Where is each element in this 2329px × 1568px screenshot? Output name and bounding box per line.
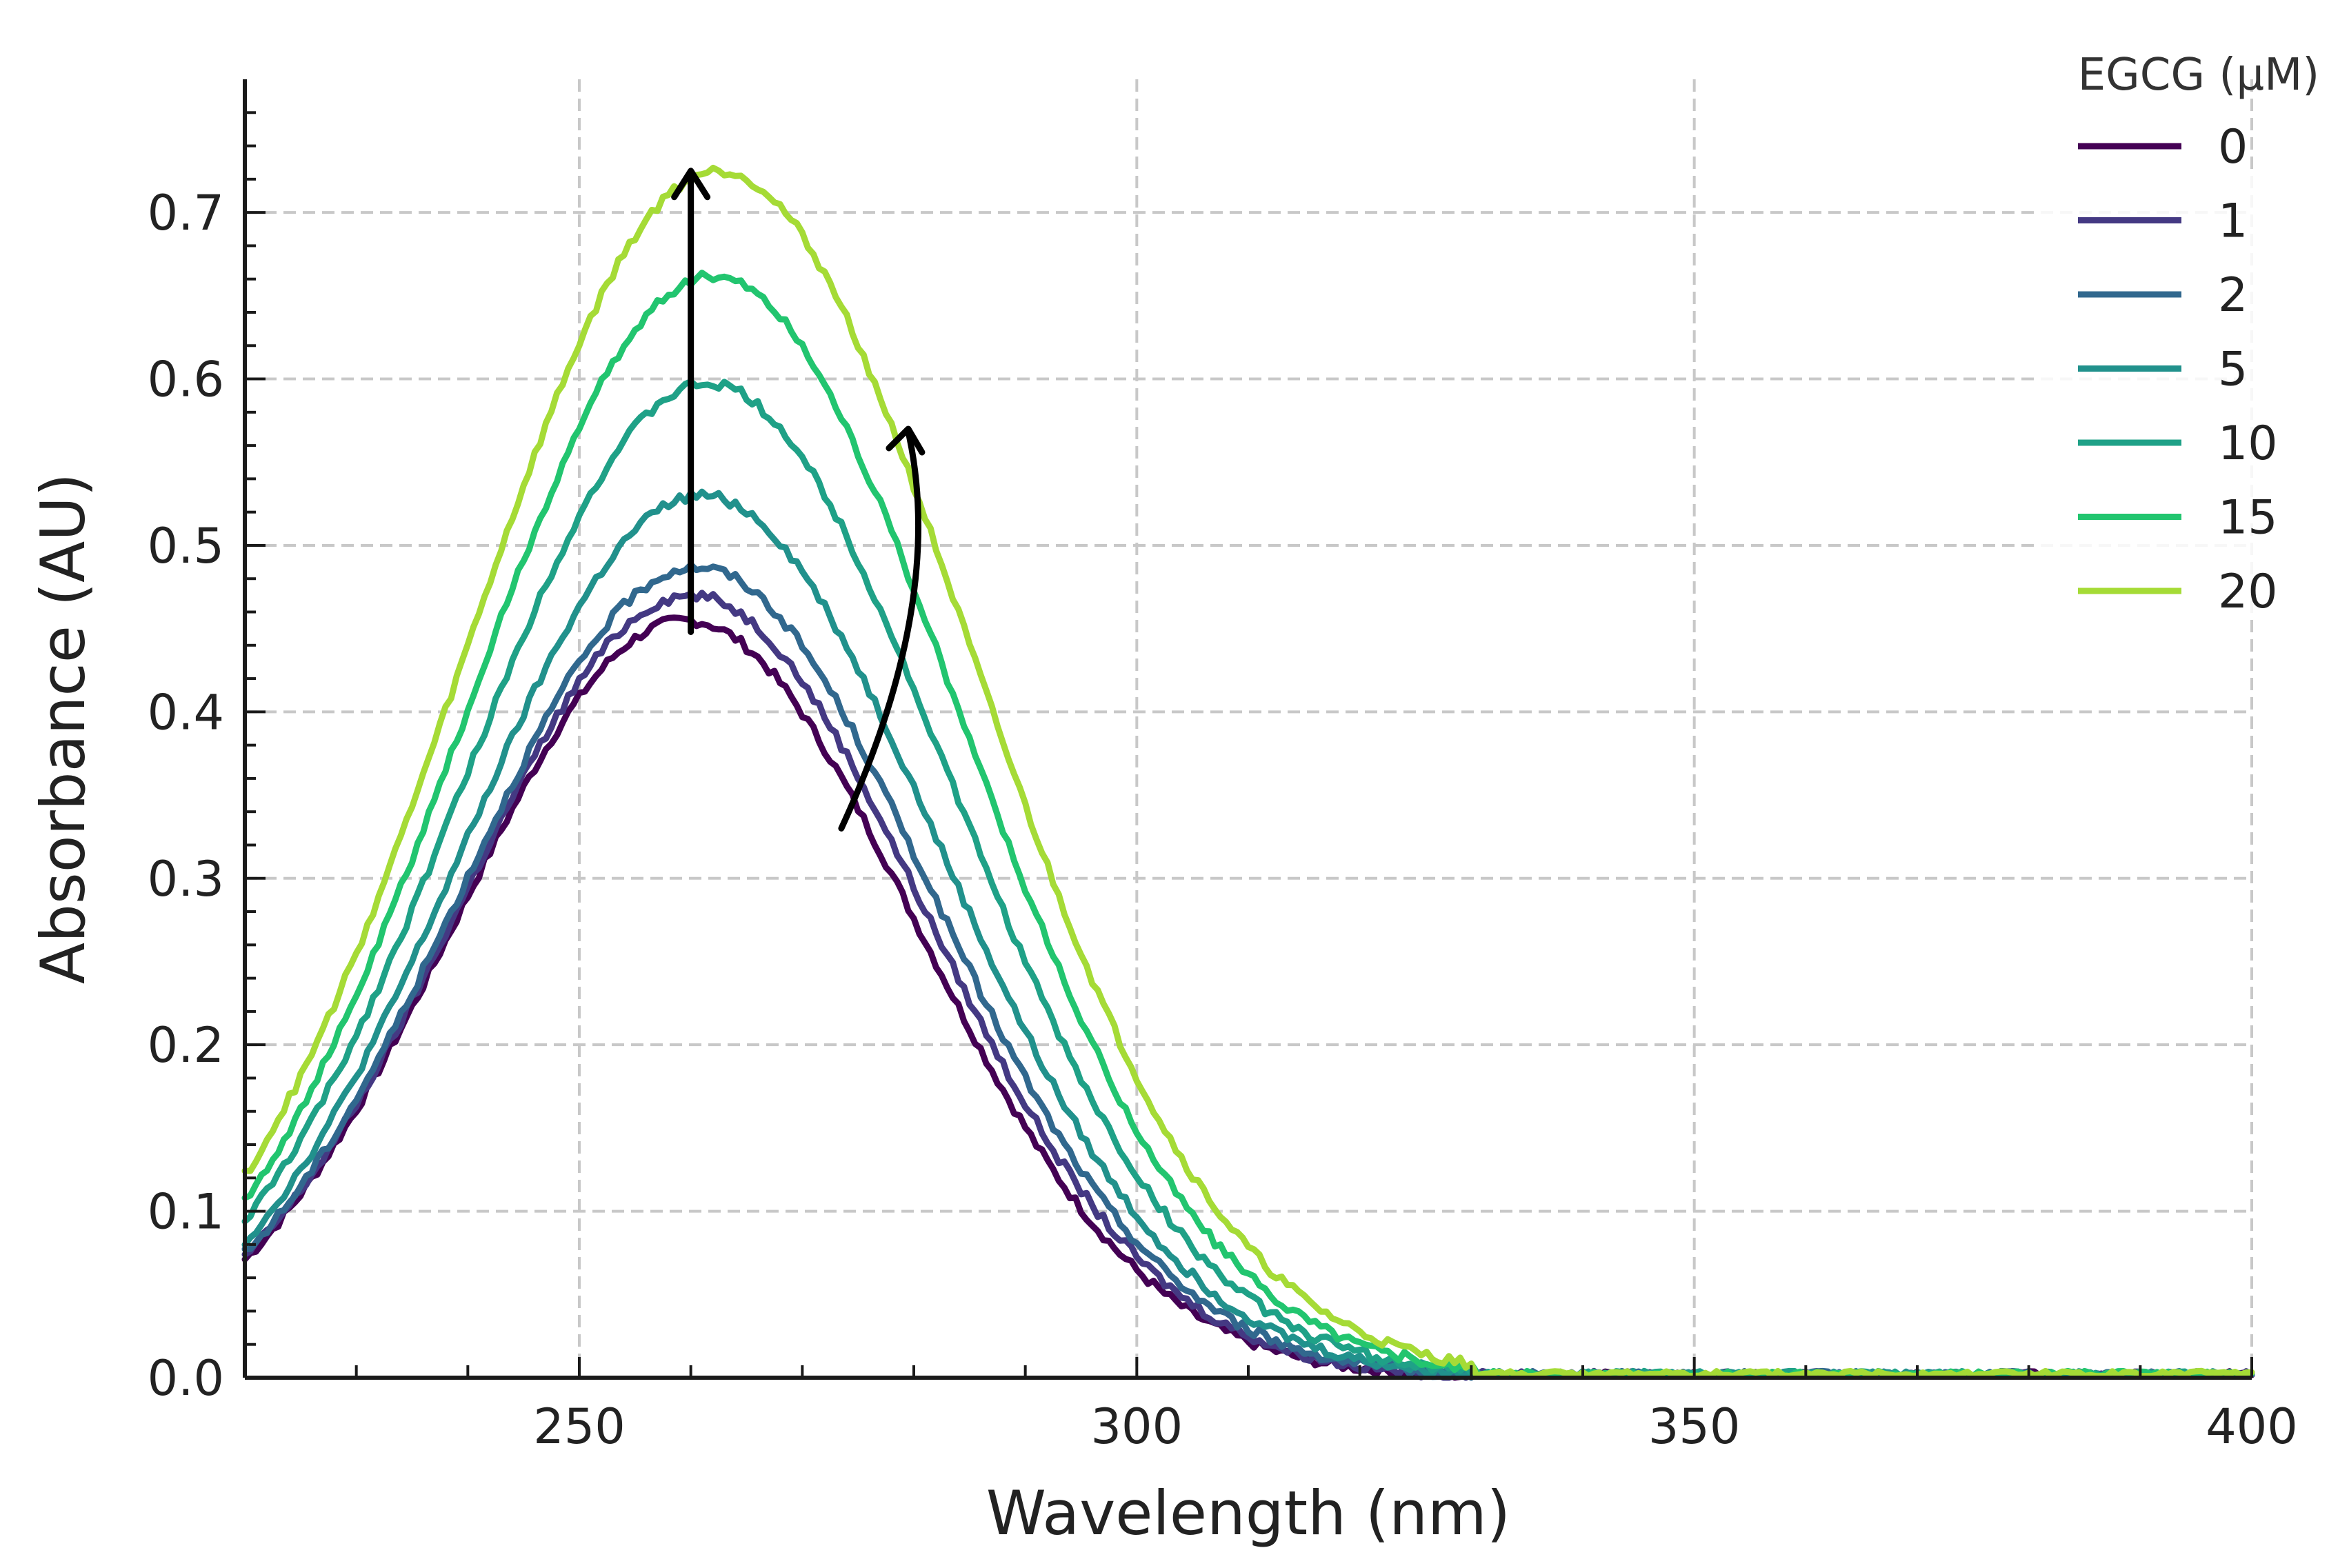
y-tick-label-3: 0.3: [148, 851, 224, 907]
x-axis-label: Wavelength (nm): [986, 1478, 1510, 1549]
red-shift-arrow: [838, 428, 921, 832]
legend: EGCG (μM) 0 1 2 5 10 15 20: [2038, 50, 2319, 619]
y-tick-label-7: 0.7: [148, 185, 224, 241]
y-tick-label-6: 0.6: [148, 352, 224, 408]
series-20-uM: [241, 164, 2255, 1380]
spectra: [241, 164, 2255, 1381]
legend-label-2: 2: [2218, 268, 2248, 323]
grid: [245, 79, 2253, 1378]
red-shift-arrowhead: [886, 425, 926, 456]
y-axis-label: Absorbance (AU): [28, 473, 99, 984]
legend-background: [2038, 174, 2314, 615]
legend-label-10: 10: [2218, 416, 2278, 471]
axes: [243, 79, 2252, 1380]
legend-title: EGCG (μM): [2078, 50, 2320, 101]
series-2-uM: [241, 561, 2255, 1381]
annotations: [671, 168, 926, 832]
series-0-uM: [241, 614, 2255, 1381]
legend-label-5: 5: [2218, 343, 2248, 397]
x-tick-label-1: 300: [1091, 1398, 1183, 1455]
legend-label-0: 0: [2218, 120, 2248, 174]
legend-label-20: 20: [2218, 565, 2278, 619]
x-tick-label-0: 250: [533, 1398, 626, 1455]
y-tick-label-2: 0.2: [148, 1017, 224, 1074]
y-tick-label-1: 0.1: [148, 1184, 224, 1240]
x-tick-label-2: 350: [1648, 1398, 1741, 1455]
legend-label-15: 15: [2218, 491, 2278, 545]
y-tick-label-4: 0.4: [148, 684, 224, 741]
absorbance-increase-arrowhead: [671, 168, 711, 201]
x-tick-label-3: 400: [2206, 1398, 2298, 1455]
y-tick-label-0: 0.0: [148, 1350, 224, 1407]
legend-label-1: 1: [2218, 194, 2248, 249]
y-tick-label-5: 0.5: [148, 518, 224, 574]
